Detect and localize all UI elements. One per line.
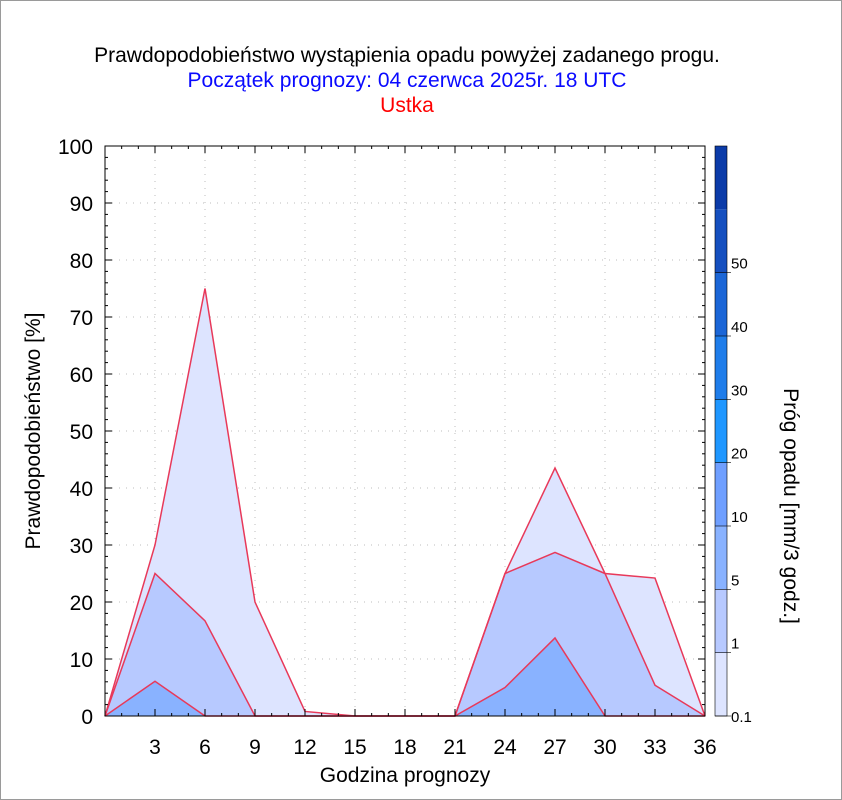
colorbar-segment xyxy=(715,146,727,210)
y-tick-label: 60 xyxy=(70,364,93,387)
y-tick-label: 0 xyxy=(81,706,93,729)
colorbar-tick-label: 40 xyxy=(731,319,748,336)
x-tick-label: 30 xyxy=(593,736,616,759)
x-tick-label: 36 xyxy=(693,736,716,759)
colorbar-label: Próg opadu [mm/3 godz.] xyxy=(779,388,802,624)
x-axis-ticks: 3 6 9 12 15 18 21 24 27 30 33 36 xyxy=(104,146,717,759)
colorbar-tick-label: 1 xyxy=(731,636,739,653)
y-tick-label: 100 xyxy=(58,136,93,159)
y-axis-label: Prawdopodobieństwo [%] xyxy=(22,313,45,550)
y-tick-label: 10 xyxy=(70,649,93,672)
x-axis-label: Godzina prognozy xyxy=(320,764,491,787)
y-tick-label: 70 xyxy=(70,307,93,330)
colorbar-tick-label: 50 xyxy=(731,256,748,273)
colorbar-tick-label: 5 xyxy=(731,572,739,589)
x-tick-label: 21 xyxy=(443,736,466,759)
area-threshold-3 xyxy=(105,637,705,716)
y-axis-ticks: 0 10 20 30 40 50 60 70 80 90 100 xyxy=(58,136,705,729)
colorbar-segment xyxy=(715,462,727,526)
colorbar-segment xyxy=(715,526,727,590)
chart-location: Ustka xyxy=(380,94,434,117)
colorbar-tick-label: 30 xyxy=(731,382,748,399)
y-tick-label: 20 xyxy=(70,592,93,615)
y-tick-label: 90 xyxy=(70,193,93,216)
x-tick-label: 33 xyxy=(643,736,666,759)
x-tick-label: 3 xyxy=(149,736,161,759)
colorbar-tick-label: 20 xyxy=(731,446,748,463)
chart-subtitle: Początek prognozy: 04 czerwca 2025r. 18 … xyxy=(188,69,627,92)
y-tick-label: 30 xyxy=(70,535,93,558)
colorbar-tick-label: 10 xyxy=(731,509,748,526)
x-tick-label: 27 xyxy=(543,736,566,759)
x-tick-label: 24 xyxy=(493,736,517,759)
x-tick-label: 18 xyxy=(393,736,416,759)
threshold-colorbar: 0.1 1 5 10 20 30 40 50 xyxy=(714,145,752,726)
y-tick-label: 40 xyxy=(70,478,93,501)
area-series xyxy=(105,288,705,716)
x-tick-label: 15 xyxy=(343,736,366,759)
x-tick-label: 12 xyxy=(293,736,316,759)
x-tick-label: 6 xyxy=(199,736,211,759)
y-tick-label: 80 xyxy=(70,250,93,273)
colorbar-segment xyxy=(715,272,727,336)
colorbar-segment xyxy=(715,652,727,716)
colorbar-segment xyxy=(715,209,727,273)
x-tick-label: 9 xyxy=(249,736,261,759)
colorbar-tick-label: 0.1 xyxy=(731,709,752,726)
chart-title: Prawdopodobieństwo wystąpienia opadu pow… xyxy=(94,44,720,67)
colorbar-segment xyxy=(715,399,727,463)
colorbar-segment xyxy=(715,589,727,653)
y-tick-label: 50 xyxy=(70,421,93,444)
colorbar-segment xyxy=(715,336,727,400)
